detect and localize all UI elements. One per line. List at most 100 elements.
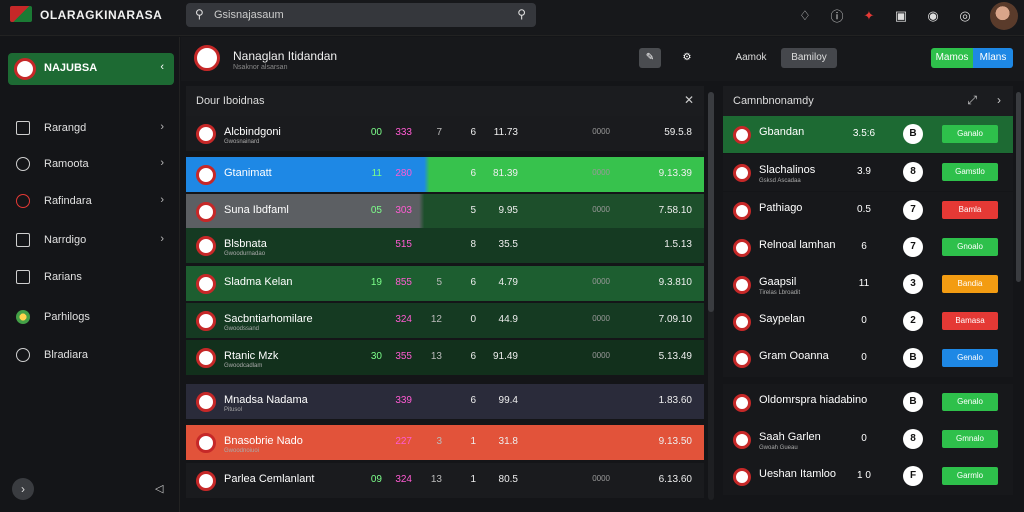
target-icon [16,157,30,171]
stat-total: 9.13.39 [658,168,692,179]
sidebar-item-6[interactable]: Parhilogs [14,306,170,330]
chevron-down-icon[interactable]: › [997,93,1001,107]
action-button[interactable]: Gnoalo [942,238,998,256]
team-badge-icon [196,471,216,491]
chevron-left-icon[interactable]: ‹ [160,61,164,73]
team-sub: Gwoodssand [224,326,260,332]
team-name: Slachalinos [759,164,816,176]
expand-button[interactable]: › [12,478,34,500]
sidebar-item-4[interactable]: Narrdigo › [14,229,170,253]
action-button[interactable]: Bamla [942,201,998,219]
collapse-icon[interactable]: ◁ [155,483,164,495]
sidebar-item-5[interactable]: Rarians [14,266,170,290]
fixtures-header: Camnbnonamdy ⤢ › [723,86,1013,116]
team-badge-icon [196,311,216,331]
list-item[interactable]: Gram Ooanna 0 B Genalo [723,340,1013,377]
list-item[interactable]: Oldomrspra hiadabino B Genalo [723,384,1013,421]
square-icon [16,121,30,135]
stat-5: 99.4 [498,395,518,406]
team-sub: Pitusol [224,407,243,413]
sidebar-item-1[interactable]: Rarangd › [14,117,170,141]
rating-pill: 2 [903,311,923,331]
table-row[interactable]: Sacbntiarhomilare Gwoodssand 324 12 0 44.9 000… [186,303,704,338]
bell-icon[interactable]: ♢ [799,7,811,23]
action-button[interactable]: Garmlo [942,467,998,485]
list-item[interactable]: Ueshan Itamloo 1 0 F Garmlo [723,458,1013,495]
table-row[interactable]: Mnadsa Nadama Pitusol 339 6 99.4 1.83.60 [186,384,704,419]
list-item[interactable]: Gbandan 3.5:6 B Ganalo [723,116,1013,153]
info-icon[interactable]: ⓘ [830,9,844,24]
sidebar-item-label: Rarangd [44,122,87,134]
team-sub: Gwoodcadlam [224,363,263,369]
list-item[interactable]: Gaapsil Tirelas Lbroadit 11 3 Bandia [723,266,1013,303]
action-button[interactable]: Gmnalo [942,430,998,448]
team-badge-icon [733,394,751,412]
score: 1 0 [857,470,871,481]
stat-total: 7.09.10 [658,314,692,325]
search-input[interactable] [214,7,494,23]
sidebar-item-2[interactable]: Ramoota › [14,153,170,177]
stat-6: 0000 [592,277,610,286]
header-button-2[interactable]: Bamiloy [781,48,837,68]
green-action-button[interactable]: Mamos [931,48,973,68]
team-badge-icon [196,165,216,185]
scrollbar[interactable] [708,92,714,500]
list-item[interactable]: Saypelan 0 2 Bamasa [723,303,1013,340]
stat-2: 355 [395,351,412,362]
settings-icon[interactable]: ⚙ [682,52,692,63]
list-item[interactable]: Saah Garlen Gwoah Gueau 0 8 Gmnalo [723,421,1013,458]
standings-panel: Dour Iboidnas ✕ Alcbindgoni Gwosnainard 00… [186,86,704,512]
team-name: Gtanimatt [224,167,272,179]
stat-4: 6 [470,395,476,406]
table-row[interactable]: Alcbindgoni Gwosnainard 00 333 7 6 11.73 0000 59… [186,116,704,151]
pin-icon[interactable]: ⤢ [967,93,977,107]
list-item[interactable]: Slachalinos Gsksd Ascadaa 3.9 8 Gamstlo [723,154,1013,191]
team-badge-icon [196,392,216,412]
notification-icon[interactable]: ◉ [927,7,939,23]
blue-action-button[interactable]: Mlans [973,48,1013,68]
stat-5: 44.9 [498,314,518,325]
stat-2: 280 [395,168,412,179]
team-name: Gaapsil [759,276,797,288]
chat-icon[interactable]: ▣ [894,7,908,23]
table-row[interactable]: Suna Ibdfaml 05 303 5 9.95 0000 7.58.10 [186,194,704,229]
scrollbar[interactable] [1016,92,1021,282]
sidebar-item-active[interactable]: NAJUBSA ‹ [8,53,174,85]
coin-icon[interactable]: ◎ [959,7,971,23]
close-icon[interactable]: ✕ [683,93,694,107]
action-button[interactable]: Ganalo [942,125,998,143]
table-row[interactable]: Gtanimatt 11 280 6 81.39 0000 9.13.39 [186,157,704,192]
team-badge-icon [733,164,751,182]
action-button[interactable]: Bandia [942,275,998,293]
table-row[interactable]: Parlea Cemlanlant 09 324 13 1 80.5 0000 6.13.60 [186,463,704,498]
team-badge-icon [196,202,216,222]
action-button[interactable]: Genalo [942,349,998,367]
table-row[interactable]: Sladma Kelan 19 855 5 6 4.79 0000 9.3.810 [186,266,704,301]
table-row[interactable]: Rtanic Mzk Gwoodcadlam 30 355 13 6 91.49 0000 5.… [186,340,704,375]
action-button[interactable]: Gamstlo [942,163,998,181]
table-row[interactable]: Blsbnata Gwoodurnadao 515 8 35.5 1.5.13 [186,228,704,263]
search-box[interactable]: ⚲ ⚲ [186,3,536,27]
edit-button[interactable]: ✎ [639,48,661,68]
search-submit-icon[interactable]: ⚲ [517,7,526,21]
stat-3: 13 [430,351,442,362]
team-badge-icon [196,433,216,453]
app-logo[interactable] [10,6,32,22]
score: 3.5:6 [852,128,876,139]
table-row[interactable]: Bnasobrie Nado Gwoodnoiuoi 227 3 1 31.8 9.13.5… [186,425,704,460]
sidebar-item-7[interactable]: Blradiara [14,344,170,368]
list-item[interactable]: Pathiago 0.5 7 Bamla [723,192,1013,229]
rating-pill: B [903,392,923,412]
alert-icon[interactable]: ✦ [863,7,875,23]
avatar[interactable] [990,2,1018,30]
list-item[interactable]: Relnoal lamhan 6 7 Gnoalo [723,229,1013,266]
action-button[interactable]: Bamasa [942,312,998,330]
action-button[interactable]: Genalo [942,393,998,411]
sidebar-item-label: Narrdigo [44,234,87,246]
header-link-1[interactable]: Aamok [735,52,767,63]
scrollbar-thumb[interactable] [708,92,714,312]
stat-total: 6.13.60 [658,474,692,485]
stat-2: 303 [395,205,412,216]
stat-total: 1.5.13 [664,239,692,250]
sidebar-item-3[interactable]: Rafindara › [14,190,170,214]
